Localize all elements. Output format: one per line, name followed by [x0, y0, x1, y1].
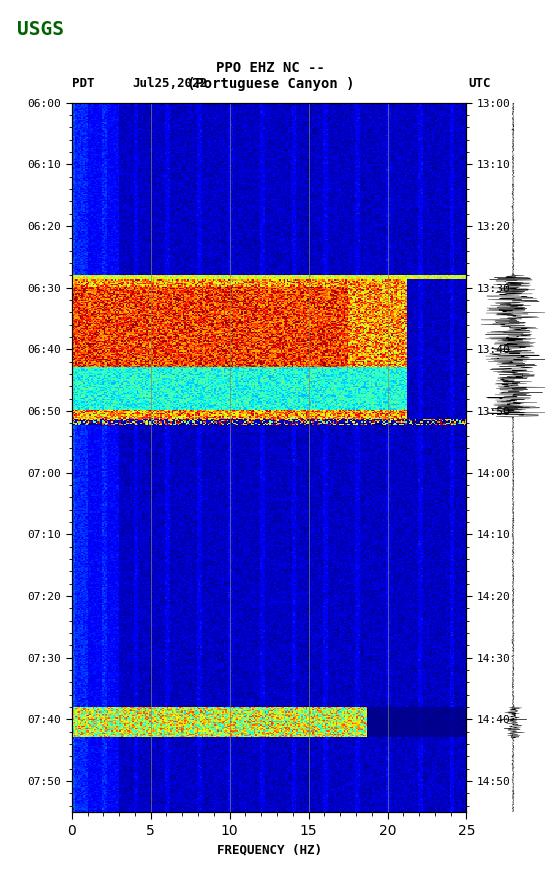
X-axis label: FREQUENCY (HZ): FREQUENCY (HZ)	[216, 843, 322, 856]
Text: (Portuguese Canyon ): (Portuguese Canyon )	[187, 77, 354, 91]
Text: Jul25,2022: Jul25,2022	[132, 78, 208, 90]
Text: PPO EHZ NC --: PPO EHZ NC --	[216, 61, 325, 75]
Text: UTC: UTC	[468, 78, 491, 90]
Text: PDT: PDT	[72, 78, 94, 90]
Text: USGS: USGS	[17, 20, 63, 38]
